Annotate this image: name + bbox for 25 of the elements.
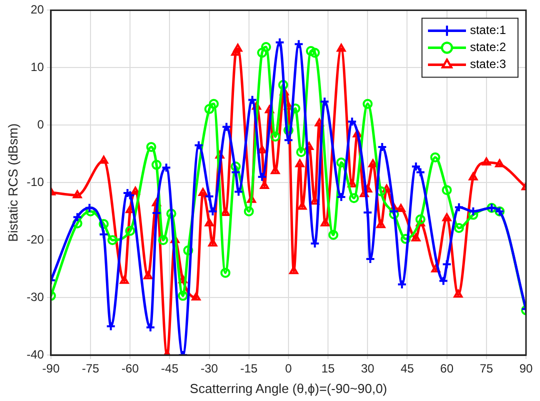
y-tick-label: -10: [26, 174, 44, 189]
x-tick-label: 75: [480, 362, 494, 376]
x-tick-label: 45: [400, 362, 414, 376]
x-axis-title: Scatterring Angle (θ,ϕ)=(-90~90,0): [190, 380, 388, 396]
y-tick-label: -40: [26, 347, 44, 362]
x-tick-label: -75: [82, 362, 100, 376]
legend-label: state:3: [470, 57, 506, 72]
x-tick-label: 15: [321, 362, 336, 376]
x-tick-label: -15: [240, 362, 258, 376]
x-tick-label: 30: [360, 362, 375, 376]
y-tick-label: 10: [30, 60, 44, 74]
y-tick-label: -30: [26, 290, 44, 304]
y-axis-title: Bistatic RCS (dBsm): [5, 123, 20, 242]
x-tick-label: -60: [121, 362, 140, 376]
y-tick-label: -20: [26, 232, 44, 246]
x-tick-label: -30: [200, 362, 218, 376]
y-tick-label: 0: [37, 117, 44, 132]
x-tick-label: 0: [285, 362, 292, 376]
y-tick-label: 20: [30, 2, 44, 17]
x-tick-label: 60: [440, 362, 454, 376]
x-tick-label: 90: [519, 362, 533, 376]
legend-label: state:2: [470, 40, 506, 54]
x-tick-label: -45: [161, 362, 179, 376]
x-tick-label: -90: [42, 362, 60, 376]
legend-label: state:1: [470, 23, 506, 38]
